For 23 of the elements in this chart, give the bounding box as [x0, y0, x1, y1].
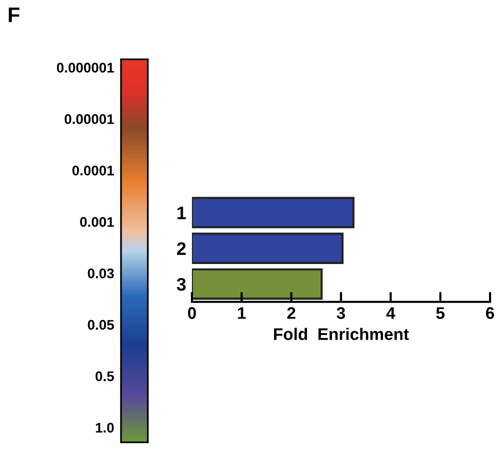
x-tick-label: 5	[436, 307, 445, 319]
x-tick-label: 1	[238, 307, 246, 319]
x-tick-label: 6	[486, 307, 494, 319]
text: 1.0	[96, 422, 114, 433]
text: 0.05	[88, 320, 114, 330]
bar	[192, 196, 354, 228]
x-tick-label: 3	[336, 307, 346, 319]
bar	[192, 232, 344, 264]
bar	[192, 268, 323, 300]
x-tick-label: 2	[287, 307, 296, 319]
text: 0.03	[88, 268, 114, 278]
text: F	[8, 8, 20, 22]
x-tick-label: 0	[188, 307, 196, 319]
y-tick-label: 1	[177, 206, 186, 220]
x-tick-label: 4	[386, 307, 396, 319]
y-tick-label: 3	[176, 278, 186, 291]
text: 0.5	[96, 371, 114, 382]
text: 0.001	[80, 217, 114, 227]
text: 0.000001	[56, 62, 114, 73]
text: 0.00001	[64, 114, 114, 124]
x-axis-title: Fold Enrichment	[274, 328, 409, 340]
text: 0.0001	[72, 166, 114, 176]
y-tick-label: 2	[176, 242, 186, 255]
